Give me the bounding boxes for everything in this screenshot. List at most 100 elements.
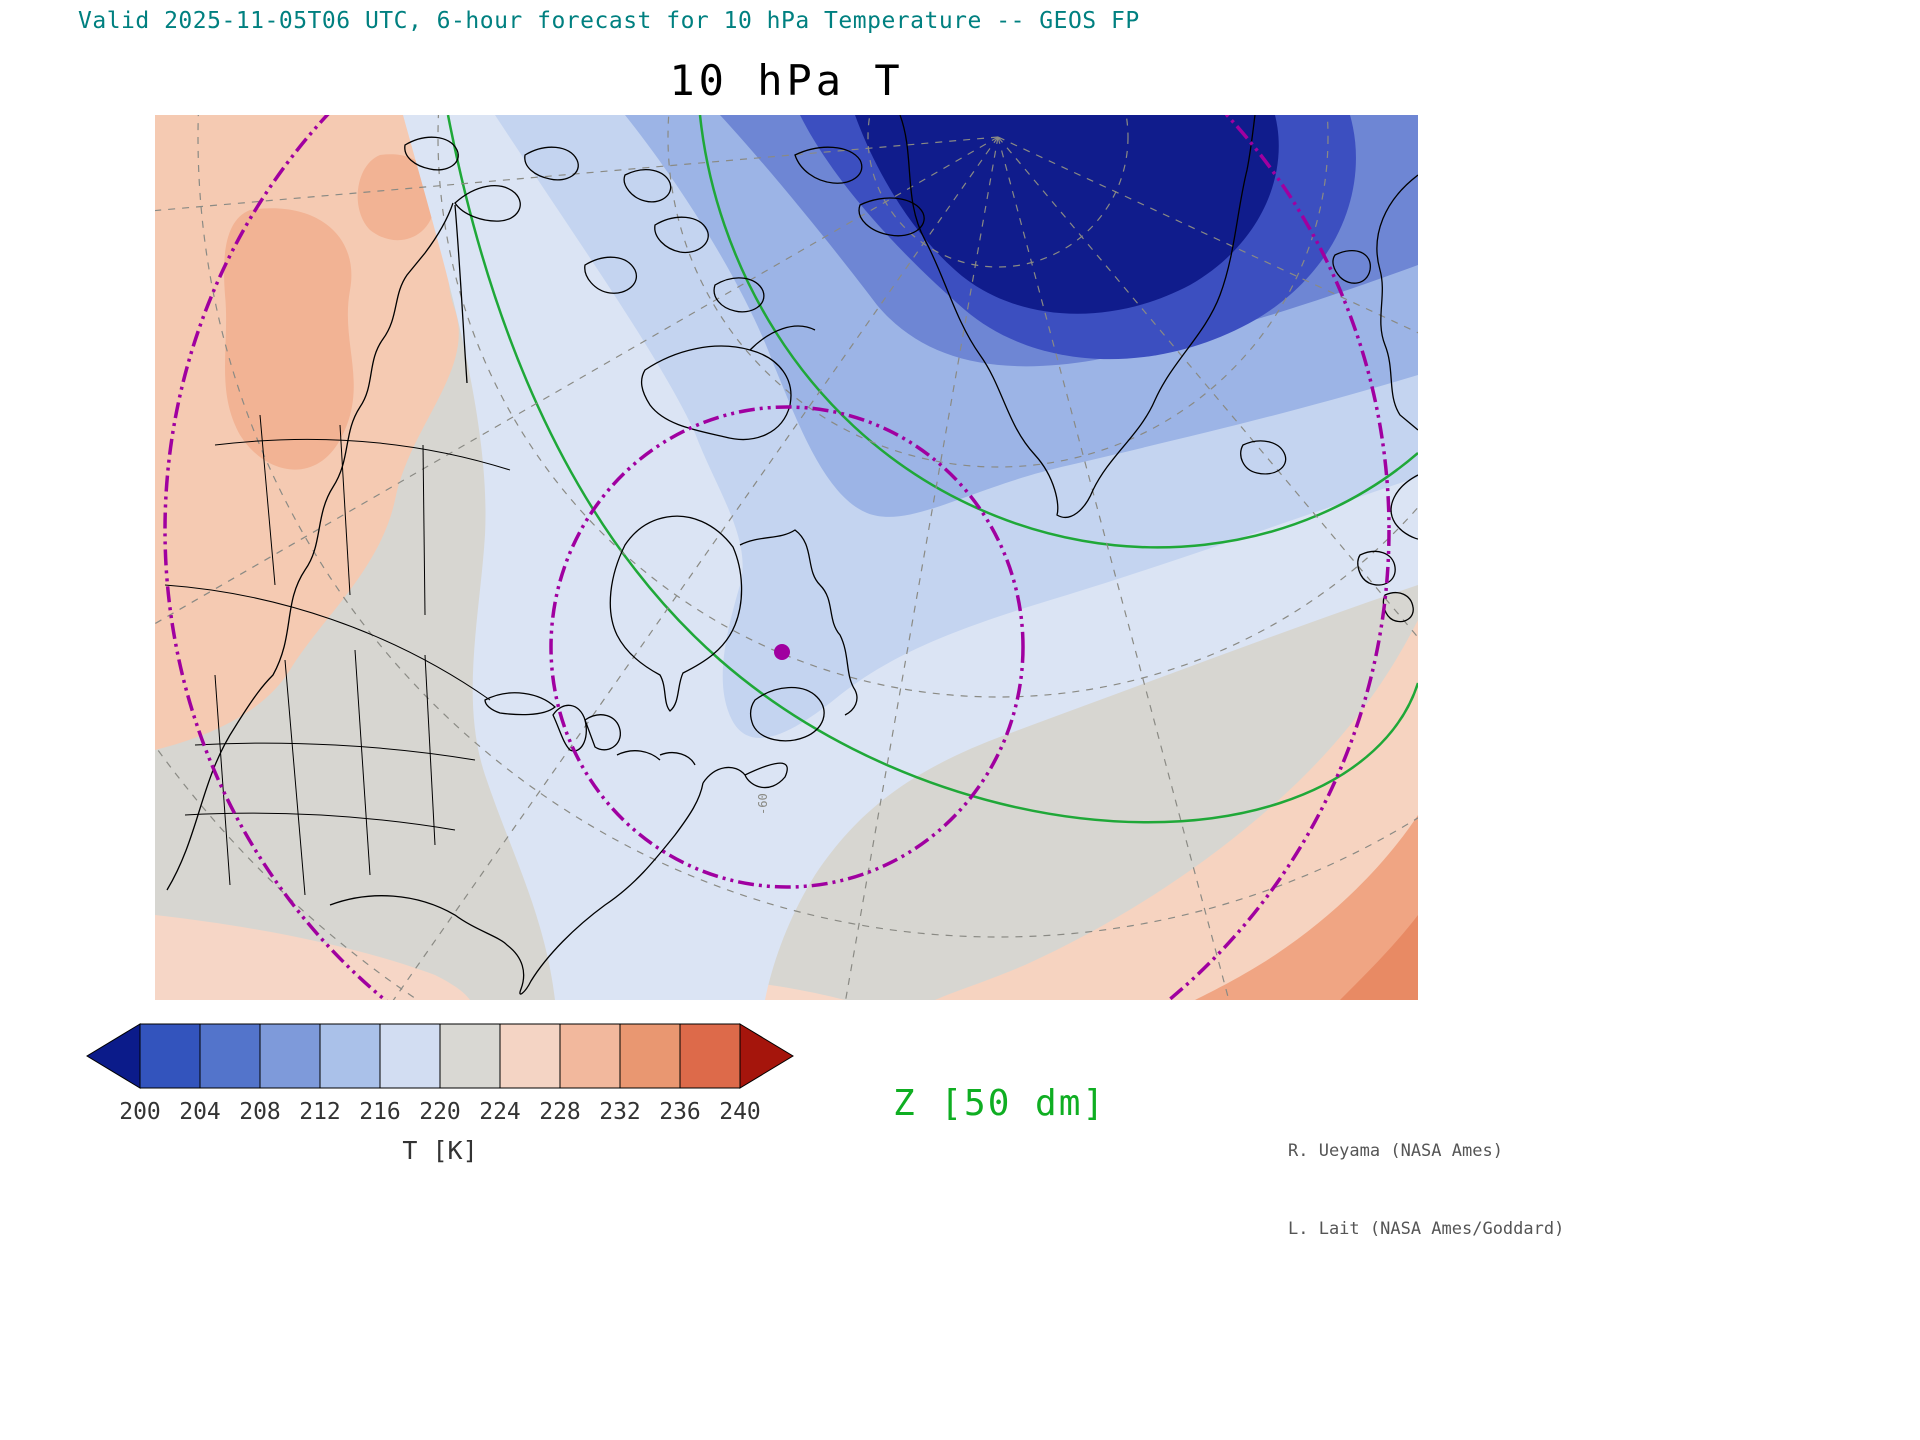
path-shape — [1195, 815, 1418, 1000]
colorbar-segment — [619, 1023, 681, 1089]
colorbar-tick-label: 208 — [239, 1099, 281, 1125]
path-shape — [698, 115, 1418, 549]
colorbar-tick-label: 240 — [719, 1099, 761, 1125]
path-shape — [858, 197, 925, 237]
path-shape — [713, 277, 765, 313]
path-shape — [214, 438, 511, 471]
colorbar-tick-label: 212 — [299, 1099, 341, 1125]
credit-line-2: L. Lait (NASA Ames/Goddard) — [1288, 1219, 1565, 1239]
line-shape — [155, 136, 999, 625]
path-shape — [354, 649, 371, 876]
graticule — [155, 115, 1418, 1000]
vortex-edge-outer-circle — [163, 115, 1391, 1000]
line-shape — [845, 136, 999, 1000]
path-shape — [524, 146, 579, 181]
path-shape — [935, 620, 1418, 1000]
vortex-edge-inner-circle — [549, 405, 1025, 889]
path-shape — [194, 742, 476, 761]
path-shape — [749, 686, 825, 742]
path-shape — [739, 529, 858, 716]
path-shape — [654, 216, 709, 254]
colorbar-segment — [199, 1023, 261, 1089]
path-shape — [284, 659, 306, 896]
line-shape — [997, 136, 1418, 639]
path-shape — [214, 674, 231, 886]
colorbar: 200 204 208 212 216 220 224 228 232 236 240 — [85, 1023, 795, 1135]
path-shape — [166, 202, 454, 891]
colorbar-segment — [439, 1023, 501, 1089]
colorbar-unit-label: T [K] — [402, 1136, 478, 1165]
path-shape — [1340, 915, 1418, 1000]
graticule-latitude-label: -60 — [756, 793, 770, 815]
colorbar-segment — [559, 1023, 621, 1089]
weather-map: -60 — [155, 115, 1418, 1000]
path-shape — [484, 692, 556, 716]
page-title: 10 hPa T — [669, 56, 904, 105]
colorbar-tick-label: 224 — [479, 1099, 521, 1125]
path-shape — [702, 762, 788, 789]
cold-temperature-shading — [403, 115, 1418, 1000]
colorbar-tick-label: 200 — [119, 1099, 161, 1125]
path-shape — [749, 325, 816, 351]
colorbar-left-arrow — [86, 1023, 141, 1089]
path-shape — [609, 515, 743, 712]
path-shape — [855, 115, 1279, 314]
colorbar-tick-label: 236 — [659, 1099, 701, 1125]
path-shape — [184, 812, 456, 831]
path-shape — [164, 584, 491, 701]
circle-shape — [867, 115, 1129, 268]
colorbar-segment — [259, 1023, 321, 1089]
credit-line-1: R. Ueyama (NASA Ames) — [1288, 1141, 1503, 1161]
path-shape — [899, 115, 1256, 518]
path-shape — [454, 204, 468, 384]
valid-time-header: Valid 2025-11-05T06 UTC, 6-hour forecast… — [78, 8, 1140, 34]
path-shape — [404, 136, 459, 171]
path-shape — [446, 115, 1418, 824]
colorbar-segment — [499, 1023, 561, 1089]
path-shape — [259, 414, 276, 586]
colorbar-segment — [379, 1023, 441, 1089]
colorbar-tick-label: 228 — [539, 1099, 581, 1125]
path-shape — [640, 345, 792, 441]
line-shape — [155, 136, 999, 212]
colorbar-tick-label: 216 — [359, 1099, 401, 1125]
height-contours — [446, 115, 1418, 824]
path-shape — [1240, 440, 1287, 475]
path-shape — [424, 654, 436, 846]
path-shape — [616, 750, 696, 766]
path-shape — [584, 714, 621, 751]
path-shape — [155, 915, 470, 1000]
colorbar-svg: 200 204 208 212 216 220 224 228 232 236 240 — [86, 1023, 794, 1125]
map-panel: -60 — [155, 115, 1418, 1000]
circle-shape — [667, 115, 1329, 468]
path-shape — [422, 444, 426, 616]
colorbar-segment — [679, 1023, 741, 1089]
line-shape — [392, 136, 999, 1000]
path-shape — [584, 256, 637, 294]
path-shape — [224, 208, 354, 470]
path-shape — [794, 146, 863, 184]
colorbar-tick-label: 220 — [419, 1099, 461, 1125]
colorbar-segment — [139, 1023, 201, 1089]
path-shape — [1376, 174, 1418, 431]
vortex-edge-markers — [163, 115, 1391, 1000]
warm-temperature-shading — [155, 115, 1418, 1000]
colorbar-tick-label: 232 — [599, 1099, 641, 1125]
path-shape — [1390, 474, 1418, 540]
path-shape — [623, 169, 672, 203]
path-shape — [1332, 250, 1371, 284]
vortex-center-dot — [774, 644, 790, 660]
path-shape — [357, 154, 436, 241]
path-shape — [454, 185, 521, 222]
credits: R. Ueyama (NASA Ames) L. Lait (NASA Ames… — [1288, 1086, 1564, 1268]
line-shape — [997, 136, 1230, 1000]
path-shape — [552, 704, 587, 752]
colorbar-segment — [319, 1023, 381, 1089]
line-shape — [997, 136, 1418, 334]
colorbar-tick-label: 204 — [179, 1099, 221, 1125]
path-shape — [329, 782, 704, 995]
height-contour-legend: Z [50 dm] — [893, 1083, 1107, 1124]
path-shape — [339, 424, 351, 596]
colorbar-right-arrow — [739, 1023, 794, 1089]
state-borders — [164, 414, 511, 896]
